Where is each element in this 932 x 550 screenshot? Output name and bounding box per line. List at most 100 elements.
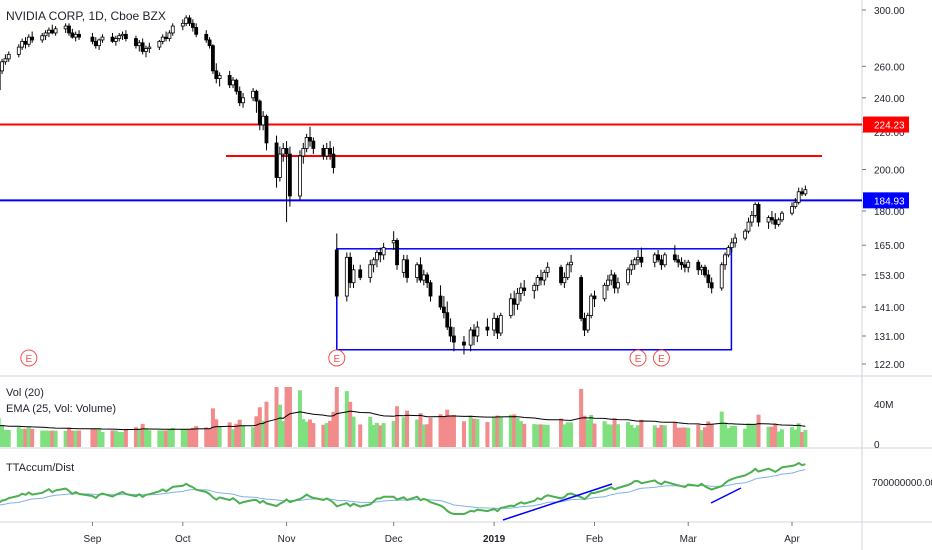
- price-tick-label: 260.00: [874, 62, 905, 73]
- candle-body: [231, 79, 235, 86]
- volume-bar: [438, 414, 443, 447]
- earnings-marker-label: E: [333, 354, 340, 365]
- volume-bar: [157, 430, 162, 447]
- volume-tick-label: 0: [874, 440, 880, 451]
- volume-bar: [331, 411, 336, 447]
- time-tick-label: Sep: [84, 534, 102, 545]
- volume-bar: [214, 419, 219, 447]
- candle-body: [93, 40, 98, 47]
- volume-bar: [97, 428, 102, 447]
- volume-bar: [184, 429, 189, 447]
- volume-bar: [297, 390, 302, 447]
- volume-bar: [264, 401, 269, 447]
- volume-bar: [304, 421, 309, 447]
- volume-bar: [589, 414, 594, 447]
- candle-body: [726, 247, 731, 256]
- candle-body: [264, 115, 269, 144]
- candle-body: [569, 261, 573, 266]
- candle-body: [800, 191, 804, 195]
- volume-bar: [769, 426, 774, 447]
- volume-bar: [257, 407, 262, 447]
- volume-bar: [495, 415, 500, 447]
- volume-bar: [749, 424, 754, 447]
- volume-bar: [371, 425, 376, 447]
- candle-body: [542, 271, 547, 281]
- volume-bar: [358, 424, 363, 447]
- volume-bar: [16, 427, 21, 447]
- candle-body: [368, 264, 373, 278]
- candle-body: [144, 48, 148, 52]
- volume-bar: [351, 416, 356, 447]
- price-tick-label: 141.00: [874, 303, 905, 314]
- candle-body: [729, 242, 734, 249]
- volume-bar: [492, 416, 497, 447]
- volume-bar: [726, 428, 731, 447]
- volume-bar: [167, 429, 172, 447]
- candle-body: [592, 295, 597, 300]
- candle-body: [180, 22, 185, 27]
- price-tick-label: 122.00: [874, 360, 905, 371]
- volume-bar: [743, 428, 748, 447]
- earnings-marker: [629, 349, 647, 367]
- level-tag-label: 184.93: [874, 196, 905, 207]
- volume-bar: [451, 414, 456, 447]
- volume-bar: [612, 418, 617, 447]
- candle-body: [508, 298, 513, 316]
- time-tick-label: Nov: [278, 534, 296, 545]
- candle-body: [53, 28, 58, 34]
- candle-body: [190, 22, 195, 28]
- candle-body: [124, 33, 128, 39]
- candle-body: [475, 326, 480, 337]
- candle-body: [662, 254, 667, 266]
- candle-body: [3, 58, 8, 63]
- candle-body: [23, 40, 28, 45]
- volume-bar: [790, 427, 794, 447]
- volume-bar: [472, 418, 477, 447]
- volume-bar: [421, 424, 426, 447]
- candle-body: [90, 36, 95, 42]
- candle-body: [770, 217, 774, 221]
- candle-body: [167, 32, 172, 39]
- candle-body: [50, 29, 55, 34]
- candle-body: [261, 115, 266, 126]
- candle-body: [522, 287, 527, 292]
- volume-bar: [328, 420, 333, 447]
- volume-bar: [602, 421, 607, 447]
- candle-body: [428, 282, 433, 297]
- volume-bar: [719, 411, 724, 447]
- volume-bar: [50, 430, 55, 447]
- volume-bar: [287, 387, 292, 447]
- volume-bar: [190, 427, 195, 447]
- volume-bar: [468, 415, 473, 447]
- time-tick-label: Apr: [784, 534, 800, 545]
- volume-panel-label: Vol (20): [6, 387, 44, 399]
- volume-bar: [311, 423, 316, 447]
- volume-bar: [512, 414, 517, 447]
- volume-bar: [508, 414, 513, 447]
- volume-bar: [20, 428, 25, 447]
- volume-bar: [231, 429, 236, 447]
- volume-bar: [518, 421, 523, 447]
- volume-bar: [117, 432, 122, 447]
- candle-body: [485, 326, 490, 331]
- candle-body: [137, 42, 142, 47]
- volume-bar: [448, 415, 453, 447]
- volume-bar: [63, 430, 68, 447]
- price-tick-label: 240.00: [874, 94, 905, 105]
- candle-body: [582, 317, 587, 331]
- volume-bar: [441, 416, 446, 447]
- accum-line: [0, 461, 806, 515]
- volume-bar: [137, 428, 142, 447]
- volume-bar: [46, 430, 51, 447]
- candle-body: [780, 212, 784, 221]
- volume-bar: [324, 423, 329, 447]
- candle-body: [518, 287, 523, 294]
- candle-body: [532, 284, 537, 292]
- volume-bar: [636, 425, 641, 447]
- volume-bar: [515, 417, 520, 447]
- volume-bar: [194, 426, 199, 447]
- candle-body: [134, 38, 138, 47]
- volume-bar: [803, 429, 808, 447]
- volume-bar: [723, 422, 728, 447]
- volume-bar: [542, 424, 547, 447]
